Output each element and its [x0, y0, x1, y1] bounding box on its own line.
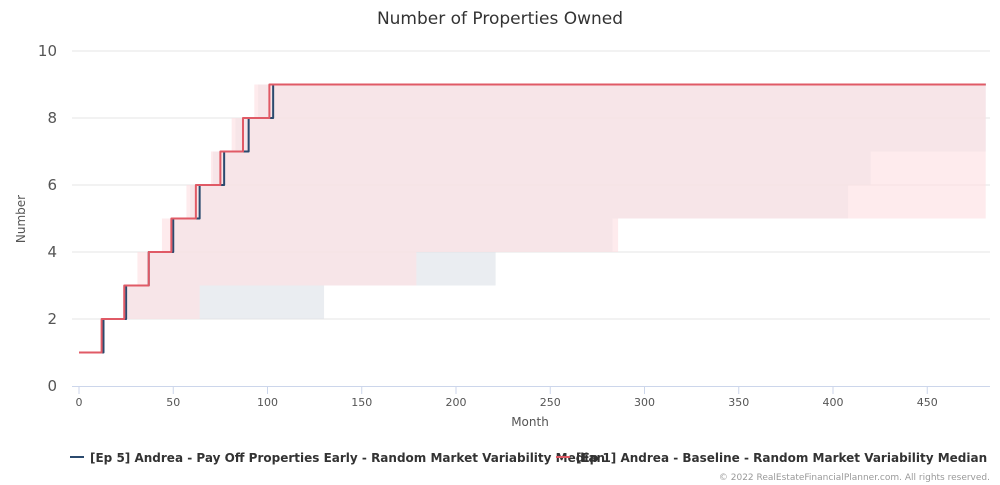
y-tick-label: 8 — [47, 109, 57, 127]
legend-label-1: [Ep 1] Andrea - Baseline - Random Market… — [576, 451, 987, 465]
x-tick-label: 200 — [446, 396, 467, 409]
x-tick-label: 50 — [166, 396, 180, 409]
legend: [Ep 5] Andrea - Pay Off Properties Early… — [70, 451, 987, 465]
band-1 — [126, 285, 200, 319]
x-tick-label: 100 — [257, 396, 278, 409]
y-tick-label: 2 — [47, 310, 57, 328]
x-axis-title: Month — [511, 415, 549, 429]
y-tick-label: 6 — [47, 176, 57, 194]
series-lines — [79, 83, 986, 354]
x-axis: 0 50 100 150 200 250 300 350 400 450 — [72, 386, 990, 409]
x-tick-label: 300 — [634, 396, 655, 409]
band-1 — [254, 84, 986, 118]
x-tick-label: 350 — [728, 396, 749, 409]
series-line-1 — [79, 83, 986, 354]
band-1 — [161, 218, 619, 252]
y-axis: 0 2 4 6 8 10 — [38, 42, 57, 395]
y-tick-label: 0 — [47, 377, 57, 395]
bands — [126, 84, 986, 319]
x-tick-label: 250 — [540, 396, 561, 409]
x-tick-label: 150 — [351, 396, 372, 409]
x-tick-label: 450 — [917, 396, 938, 409]
band-1 — [186, 185, 986, 219]
legend-label-0: [Ep 5] Andrea - Pay Off Properties Early… — [90, 451, 605, 465]
y-tick-label: 10 — [38, 42, 57, 60]
credit-text: © 2022 RealEstateFinancialPlanner.com. A… — [719, 473, 990, 483]
y-tick-label: 4 — [47, 243, 57, 261]
y-axis-title: Number — [14, 195, 28, 243]
chart-title: Number of Properties Owned — [377, 9, 623, 29]
x-tick-label: 0 — [76, 396, 83, 409]
band-1 — [231, 118, 986, 152]
x-tick-label: 400 — [823, 396, 844, 409]
band-1 — [137, 252, 417, 286]
band-1 — [210, 151, 986, 185]
